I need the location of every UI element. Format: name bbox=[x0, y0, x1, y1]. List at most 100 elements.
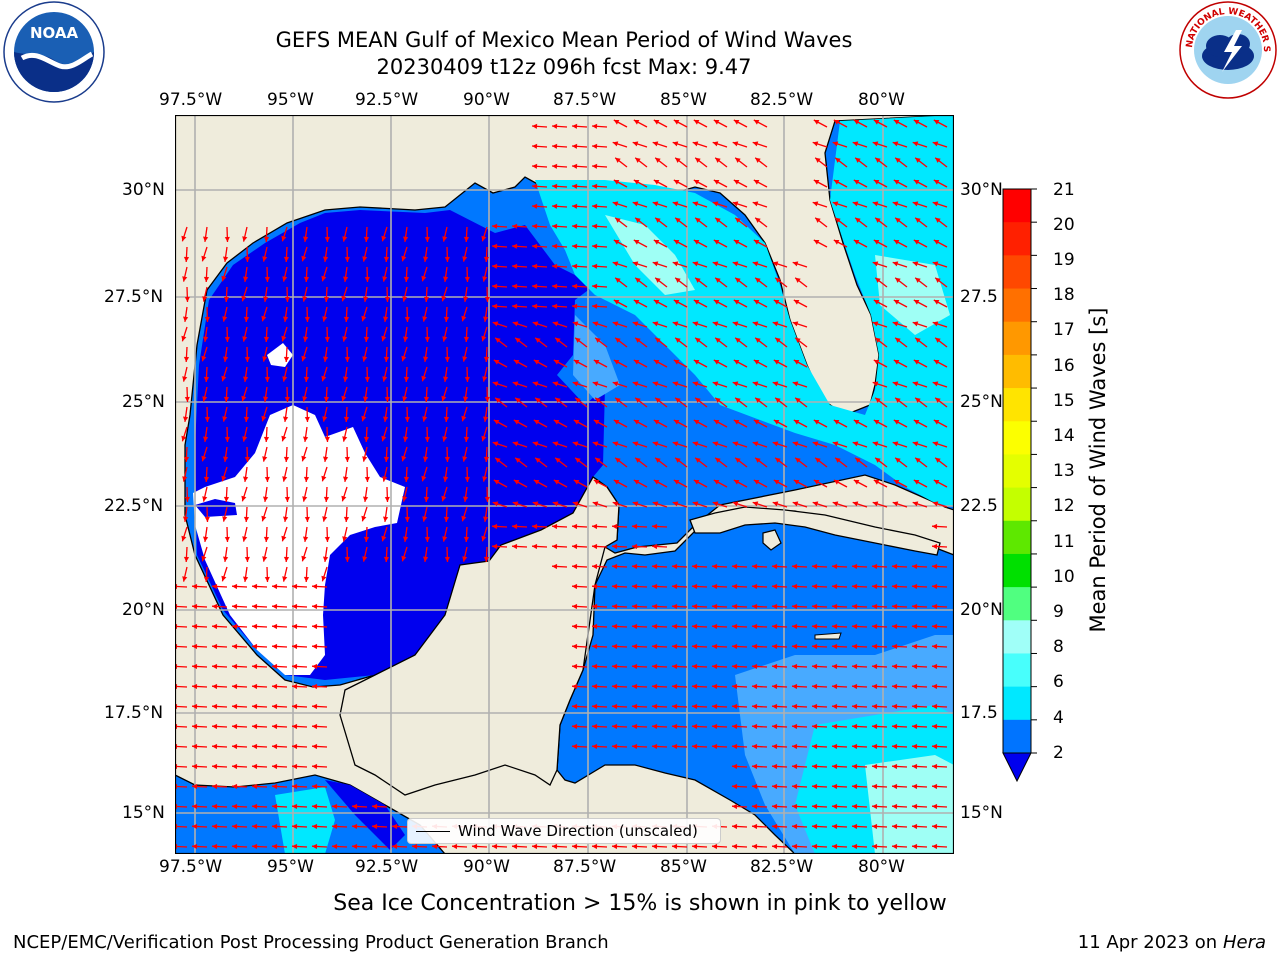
wind-wave-arrowhead bbox=[284, 396, 290, 402]
wind-wave-arrowhead bbox=[672, 141, 679, 147]
wind-wave-arrowhead bbox=[533, 360, 540, 365]
wind-wave-arrowhead bbox=[772, 763, 778, 770]
wind-wave-arrowhead bbox=[872, 583, 878, 590]
wind-wave-arrowhead bbox=[753, 420, 760, 425]
wind-wave-arrowhead bbox=[932, 261, 939, 267]
wind-wave-arrowhead bbox=[893, 420, 900, 425]
wind-wave-arrowhead bbox=[872, 663, 878, 670]
wind-wave-arrowhead bbox=[913, 180, 920, 185]
wind-wave-arrowhead bbox=[912, 261, 919, 267]
wind-wave-arrowhead bbox=[423, 256, 429, 262]
wind-wave-arrowhead bbox=[752, 501, 759, 507]
wind-wave-arrowhead bbox=[441, 395, 447, 402]
wind-wave-arrowhead bbox=[232, 763, 238, 770]
wind-wave-arrowhead bbox=[812, 623, 818, 630]
wind-wave-arrowhead bbox=[713, 240, 720, 245]
wind-wave-arrowhead bbox=[912, 623, 918, 630]
wind-wave-arrowhead bbox=[183, 316, 189, 322]
wind-wave-arrowhead bbox=[673, 480, 680, 485]
wind-wave-arrowhead bbox=[593, 360, 600, 365]
wind-wave-arrowhead bbox=[203, 436, 209, 442]
lon-tick-bottom: 97.5°W bbox=[159, 857, 223, 877]
wind-wave-arrowhead bbox=[733, 240, 740, 245]
wind-wave-arrowhead bbox=[692, 723, 698, 730]
wind-wave-arrowhead bbox=[852, 201, 859, 207]
wind-wave-arrowhead bbox=[812, 683, 818, 690]
wind-wave-arrowhead bbox=[892, 843, 898, 850]
wind-wave-arrowhead bbox=[892, 261, 899, 267]
wind-wave-arrowhead bbox=[892, 823, 898, 830]
wind-wave-arrowhead bbox=[312, 623, 318, 630]
wind-wave-arrowhead bbox=[692, 501, 699, 507]
wind-wave-arrowhead bbox=[382, 276, 388, 282]
wind-wave-arrowhead bbox=[483, 356, 490, 362]
wind-wave-arrowhead bbox=[892, 763, 898, 770]
wind-wave-arrowhead bbox=[832, 723, 838, 730]
wind-wave-arrowhead bbox=[252, 803, 258, 810]
colorbar-segment bbox=[1003, 388, 1031, 422]
wind-wave-arrowhead bbox=[492, 223, 498, 229]
wind-wave-arrowhead bbox=[752, 643, 758, 650]
wind-wave-arrowhead bbox=[272, 743, 278, 750]
lat-tick-right: 15°N bbox=[960, 803, 1003, 823]
wind-wave-arrowhead bbox=[303, 276, 310, 282]
wind-wave-arrowhead bbox=[344, 556, 350, 562]
wind-wave-arrow bbox=[175, 825, 188, 828]
wind-wave-arrowhead bbox=[673, 120, 680, 125]
wind-wave-arrowhead bbox=[422, 516, 428, 522]
wind-wave-arrowhead bbox=[342, 436, 348, 442]
wind-wave-arrowhead bbox=[772, 843, 778, 850]
legend-line-swatch bbox=[416, 831, 450, 832]
wind-wave-arrowhead bbox=[652, 703, 658, 710]
wind-wave-arrowhead bbox=[632, 683, 638, 690]
wind-wave-arrowhead bbox=[422, 416, 428, 422]
wind-wave-arrowhead bbox=[692, 703, 698, 710]
wind-wave-arrow bbox=[175, 605, 188, 608]
lat-tick-right: 20°N bbox=[960, 600, 1003, 620]
wind-wave-arrowhead bbox=[263, 396, 269, 402]
wind-wave-arrowhead bbox=[403, 376, 410, 382]
wind-wave-arrowhead bbox=[595, 337, 601, 343]
wind-wave-arrowhead bbox=[615, 277, 621, 283]
wind-wave-arrowhead bbox=[732, 321, 739, 327]
colorbar-tick: 13 bbox=[1053, 461, 1075, 481]
wind-wave-arrowhead bbox=[912, 201, 919, 207]
wind-wave-arrowhead bbox=[552, 263, 558, 269]
wind-wave-arrowhead bbox=[332, 803, 338, 810]
wind-wave-arrowhead bbox=[692, 321, 699, 327]
wind-wave-arrowhead bbox=[515, 337, 521, 343]
wind-wave-arrowhead bbox=[753, 480, 760, 485]
wind-wave-arrowhead bbox=[421, 475, 427, 482]
wind-wave-arrowhead bbox=[552, 501, 559, 507]
colorbar bbox=[1002, 188, 1037, 783]
wind-wave-arrowhead bbox=[301, 255, 307, 262]
wind-wave-arrowhead bbox=[833, 240, 840, 245]
wind-wave-arrowhead bbox=[653, 360, 660, 365]
wind-wave-arrowhead bbox=[612, 201, 619, 207]
wind-wave-arrowhead bbox=[613, 180, 620, 185]
wind-wave-arrowhead bbox=[312, 703, 318, 710]
wind-wave-arrowhead bbox=[932, 643, 938, 650]
wind-wave-arrowhead bbox=[892, 723, 898, 730]
wind-wave-arrowhead bbox=[343, 316, 350, 322]
wind-wave-arrowhead bbox=[892, 441, 899, 447]
wind-wave-arrowhead bbox=[212, 683, 218, 690]
lon-tick-top: 97.5°W bbox=[159, 90, 223, 110]
wind-wave-arrowhead bbox=[192, 803, 198, 810]
wind-wave-arrowhead bbox=[752, 763, 758, 770]
wind-wave-arrowhead bbox=[262, 256, 268, 262]
wind-wave-arrowhead bbox=[495, 397, 501, 403]
lon-tick-top: 90°W bbox=[463, 90, 510, 110]
wind-wave-arrowhead bbox=[343, 276, 349, 282]
wind-wave-arrowhead bbox=[572, 543, 578, 550]
wind-wave-arrowhead bbox=[261, 515, 267, 522]
wind-wave-arrowhead bbox=[792, 261, 799, 267]
colorbar-tick: 8 bbox=[1053, 637, 1064, 657]
wind-wave-arrowhead bbox=[212, 803, 218, 810]
wind-wave-arrowhead bbox=[672, 843, 678, 850]
lat-tick-right: 27.5 bbox=[960, 287, 998, 307]
wind-wave-arrowhead bbox=[595, 457, 601, 463]
wind-wave-arrowhead bbox=[672, 603, 678, 610]
wind-wave-arrowhead bbox=[241, 495, 247, 502]
wind-wave-arrowhead bbox=[202, 296, 208, 302]
